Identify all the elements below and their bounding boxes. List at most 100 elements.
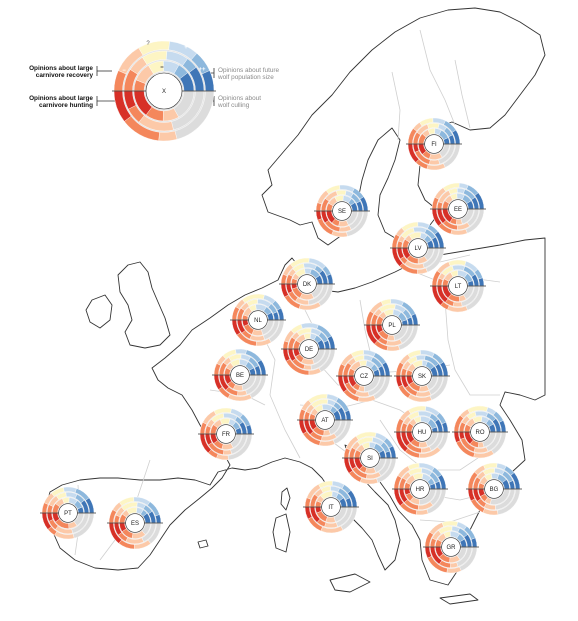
donut-it: IT — [303, 480, 359, 534]
donut-lt-top-ring1-seg3 — [452, 265, 466, 271]
donut-gr: GR — [423, 520, 479, 574]
donut-it-code: IT — [328, 505, 334, 511]
donut-es-center — [125, 513, 145, 533]
donut-nl-code: NL — [254, 318, 262, 324]
donut-be-top-ring2-seg3 — [235, 348, 247, 355]
donut-be-code: BE — [236, 373, 244, 379]
donut-si-code: SI — [367, 456, 373, 462]
donut-pl-center — [382, 315, 402, 335]
donut-fr-bottom-ring1-seg1 — [222, 449, 232, 455]
donut-hu-center — [412, 422, 432, 442]
donut-si: SI — [342, 431, 398, 485]
donut-pl: PL — [364, 298, 420, 352]
legend-symbol-very-positive: ++ — [198, 67, 206, 73]
donut-ee-center — [448, 199, 468, 219]
donut-se-code: SE — [338, 209, 346, 215]
donut-lt-center — [448, 276, 468, 296]
legend-symbol-negative: − — [122, 68, 126, 74]
donut-lv: LV — [390, 221, 446, 275]
donut-be-center — [230, 365, 250, 385]
donut-de-center — [299, 339, 319, 359]
legend-center-label: X — [162, 89, 166, 95]
donut-dk: DK — [279, 257, 335, 311]
donut-ee: EE — [430, 182, 486, 236]
crete-outline — [439, 593, 479, 605]
donut-ee-code: EE — [454, 207, 462, 213]
donut-cz-code: CZ — [360, 374, 368, 380]
donut-bg-center — [484, 479, 504, 499]
donut-si-center — [360, 448, 380, 468]
donut-cz-center — [354, 366, 374, 386]
donut-sk-center — [412, 366, 432, 386]
legend-label-hunting-line2: carnivore hunting — [39, 102, 93, 109]
donut-fr-bottom-ring0-seg1 — [221, 442, 234, 450]
donut-fi: FI — [406, 117, 462, 171]
sicily-outline — [329, 573, 371, 593]
donut-dk-code: DK — [303, 282, 311, 288]
donut-hr: HR — [392, 462, 448, 516]
donut-es-code: ES — [131, 521, 139, 527]
britain-outline — [117, 261, 171, 349]
donut-bg: BG — [466, 462, 522, 516]
legend-label-recovery-line1: Opinions about large — [29, 65, 93, 72]
legend-labels: Opinions about large carnivore recovery … — [29, 65, 279, 109]
donut-pt: PT — [40, 486, 96, 540]
donut-pt-code: PT — [64, 511, 72, 517]
donut-it-bottom-ring1-seg1 — [324, 522, 338, 528]
donut-lt-bottom-ring1-seg1 — [452, 301, 463, 307]
donut-fi-center — [424, 134, 444, 154]
donut-gr-code: GR — [447, 545, 457, 551]
corsica-outline — [280, 487, 291, 511]
donut-cz-top-ring0-seg2 — [359, 360, 368, 367]
legend-donut-bottom-ring2-seg1 — [158, 130, 178, 142]
ireland-outline — [85, 294, 113, 329]
donut-cz: CZ — [336, 349, 392, 403]
donut-fr-center — [216, 424, 236, 444]
donut-lv-code: LV — [415, 246, 422, 252]
donut-se: SE — [314, 184, 370, 238]
country-donuts: FI SE EE LV LT DK NL PL DE BE CZ SK AT FR HU RO SI HR BG IT… — [40, 117, 522, 574]
legend-label-wolf-population-line1: Opinions about future — [218, 67, 280, 74]
donut-be: BE — [212, 348, 268, 402]
donut-bg-code: BG — [490, 487, 499, 493]
donut-ro-code: RO — [476, 430, 485, 436]
donut-fr-code: FR — [222, 432, 231, 438]
donut-fi-bottom-ring1-seg1 — [428, 159, 440, 165]
sardinia-outline — [272, 513, 291, 553]
donut-fr: FR — [198, 407, 254, 461]
legend-donut-center — [145, 72, 183, 110]
donut-nl: NL — [230, 293, 286, 347]
legend-label-recovery-line2: carnivore recovery — [36, 72, 94, 79]
donut-fi-code: FI — [431, 142, 437, 148]
donut-fi-top-ring1-seg2 — [427, 123, 440, 129]
donut-lt-code: LT — [455, 284, 462, 290]
donut-gr-bottom-ring1-seg1 — [450, 562, 459, 568]
donut-sk-code: SK — [418, 374, 426, 380]
donut-se-top-ring1-seg2 — [336, 190, 347, 196]
mallorca-outline — [197, 539, 209, 549]
legend-symbol-positive: + — [184, 45, 188, 51]
legend-label-wolf-culling-line2: wolf culling — [217, 102, 250, 109]
donut-lt: LT — [430, 259, 486, 313]
donut-hr-center — [410, 479, 430, 499]
donut-lv-center — [408, 238, 428, 258]
scandinavia-outline — [261, 7, 546, 246]
donut-ro: RO — [452, 405, 508, 459]
donut-gr-center — [441, 537, 461, 557]
legend-label-hunting-line1: Opinions about large — [29, 95, 93, 102]
donut-sk-top-ring1-seg3 — [415, 355, 426, 361]
donut-at: AT — [297, 393, 353, 447]
donut-be-bottom-ring1-seg1 — [237, 390, 248, 397]
donut-hu: HU — [394, 405, 450, 459]
donut-at-code: AT — [321, 418, 329, 424]
donut-de-bottom-ring1-seg1 — [303, 364, 312, 370]
donut-de: DE — [281, 322, 337, 376]
donut-se-center — [332, 201, 352, 221]
donut-sk: SK — [394, 349, 450, 403]
donut-pl-bottom-ring2-seg1 — [386, 345, 400, 352]
donut-nl-center — [248, 310, 268, 330]
legend-symbol-neutral: = — [160, 65, 164, 71]
donut-es: ES — [107, 496, 163, 550]
donut-hr-code: HR — [416, 487, 425, 493]
